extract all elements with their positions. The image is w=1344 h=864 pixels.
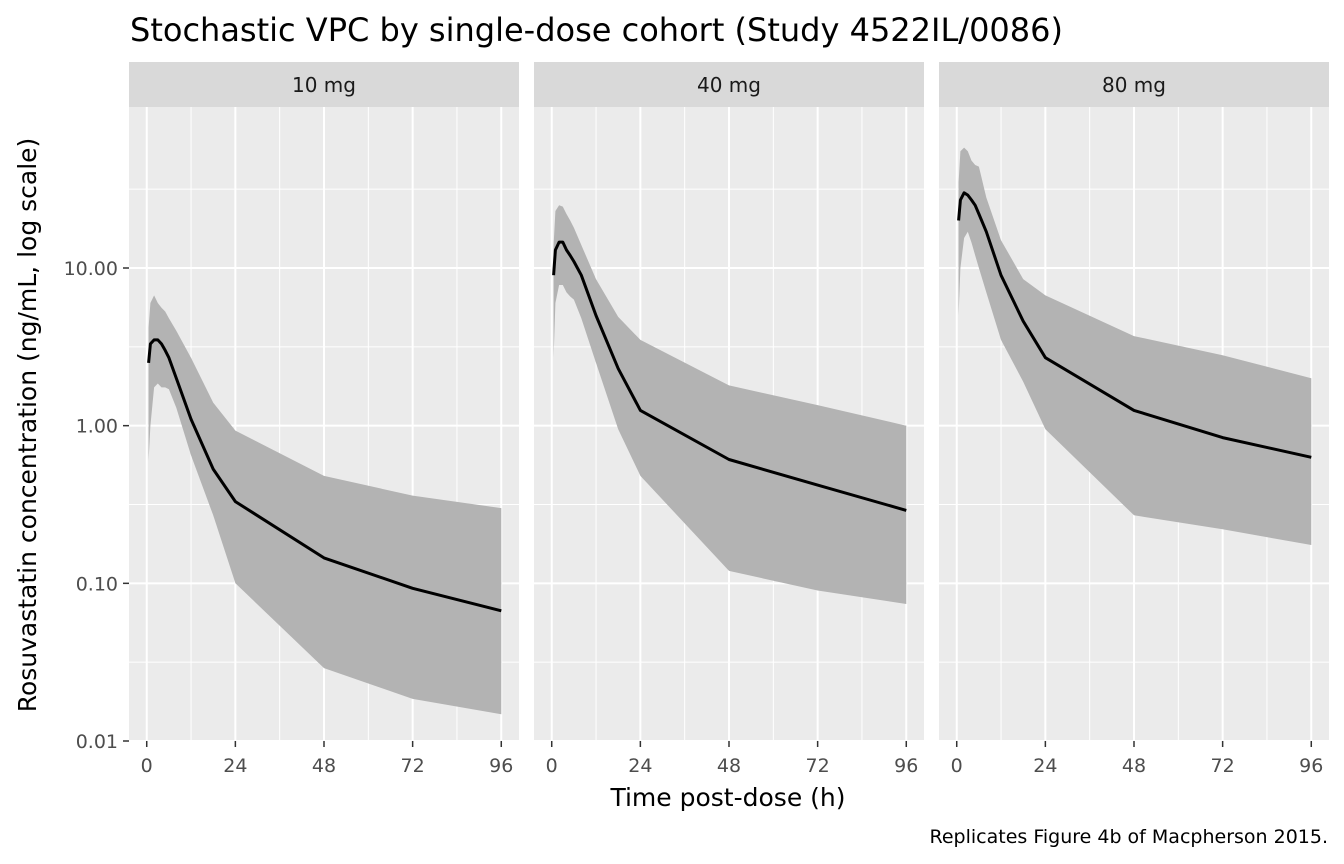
facet-panel: 40 mg 0 24 48 72 96	[534, 62, 924, 777]
x-tick-label: 24	[628, 755, 652, 777]
y-tick-label: 0.01	[76, 731, 118, 753]
facet-strip	[939, 62, 1329, 107]
x-tick-label: 96	[894, 755, 918, 777]
facet-strip	[129, 62, 519, 107]
x-tick-label: 0	[141, 755, 153, 777]
prediction-band	[148, 295, 502, 715]
x-axis-title: Time post-dose (h)	[609, 783, 845, 812]
y-tick-label: 1.00	[76, 416, 118, 438]
facet-strip-label: 10 mg	[292, 73, 356, 97]
y-axis: 0.01 0.10 1.00 10.00	[64, 258, 129, 753]
chart-caption: Replicates Figure 4b of Macpherson 2015.	[930, 826, 1329, 848]
x-tick-label: 96	[1299, 755, 1323, 777]
x-tick-label: 0	[546, 755, 558, 777]
median-line	[957, 191, 1312, 459]
x-tick-label: 48	[1122, 755, 1146, 777]
x-tick-label: 48	[312, 755, 336, 777]
x-tick-label: 48	[717, 755, 741, 777]
x-tick-label: 24	[1033, 755, 1057, 777]
facet-panels: 10 mg 0 24 48 72 96 40 mg 0 24 48 72 96 80 mg 0 24 48 72…	[129, 62, 1329, 777]
facet-strip	[534, 62, 924, 107]
y-axis-title: Rosuvastatin concentration (ng/mL, log s…	[13, 138, 42, 713]
facet-strip-label: 80 mg	[1102, 73, 1166, 97]
x-tick-label: 72	[1211, 755, 1235, 777]
x-tick-label: 24	[223, 755, 247, 777]
prediction-band	[958, 147, 1312, 545]
chart-title: Stochastic VPC by single-dose cohort (St…	[130, 11, 1063, 49]
median-line	[552, 240, 907, 512]
x-tick-label: 72	[401, 755, 425, 777]
y-tick-label: 10.00	[64, 258, 118, 280]
facet-panel: 10 mg 0 24 48 72 96	[129, 62, 519, 777]
facet-strip-label: 40 mg	[697, 73, 761, 97]
x-tick-label: 0	[951, 755, 963, 777]
facet-panel: 80 mg 0 24 48 72 96	[939, 62, 1329, 777]
x-tick-label: 96	[489, 755, 513, 777]
x-tick-label: 72	[806, 755, 830, 777]
prediction-band	[553, 205, 907, 605]
median-line	[147, 338, 502, 613]
y-tick-label: 0.10	[76, 573, 118, 595]
